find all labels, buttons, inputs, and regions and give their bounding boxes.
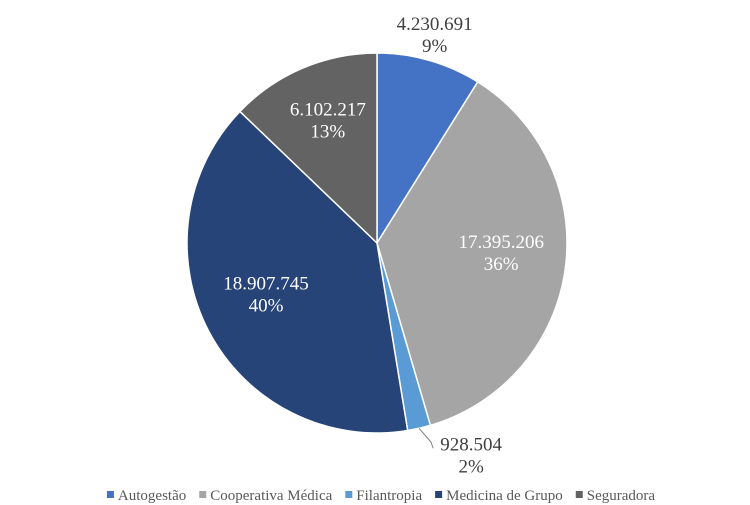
legend-label: Medicina de Grupo xyxy=(446,488,563,504)
pie-slice xyxy=(376,52,479,246)
legend-swatch xyxy=(345,491,353,498)
value-label: 928.504 xyxy=(440,434,502,455)
percent-label: 13% xyxy=(310,122,345,143)
pie-slice xyxy=(186,110,409,434)
legend-label: Seguradora xyxy=(587,488,656,504)
value-label: 18.907.745 xyxy=(223,273,309,294)
legend-swatch xyxy=(106,491,114,498)
value-label: 6.102.217 xyxy=(290,100,366,121)
percent-label: 2% xyxy=(458,456,484,477)
value-label: 4.230.691 xyxy=(397,14,473,35)
legend: Autogestão Cooperativa Médica Filantropia M… xyxy=(106,488,656,504)
legend-label: Filantropia xyxy=(356,488,422,504)
legend-swatch xyxy=(575,491,583,498)
pie-slice xyxy=(238,52,378,245)
legend-label: Cooperativa Médica xyxy=(210,488,332,504)
percent-label: 40% xyxy=(249,295,284,316)
value-label: 17.395.206 xyxy=(458,232,544,253)
legend-swatch xyxy=(199,491,207,498)
pie-slice xyxy=(376,80,568,427)
percent-label: 36% xyxy=(484,254,519,275)
legend-swatch xyxy=(435,491,443,498)
leader-line xyxy=(418,427,434,449)
legend-label: Autogestão xyxy=(118,488,186,504)
percent-label: 9% xyxy=(422,36,448,57)
